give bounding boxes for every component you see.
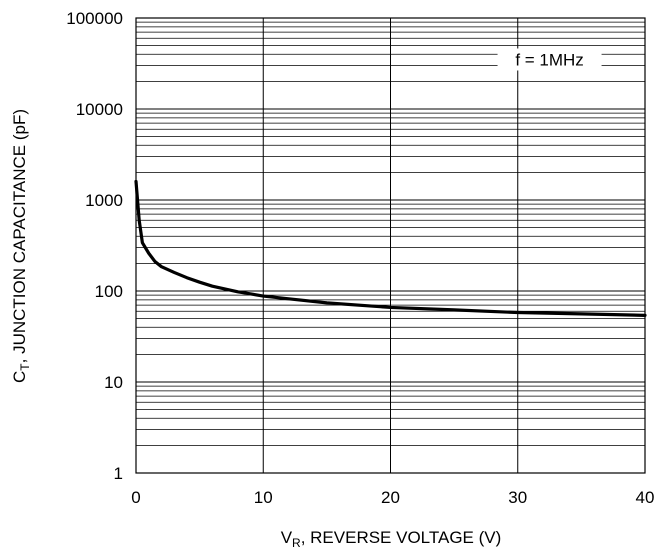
- y-tick-label: 10: [104, 373, 123, 392]
- annotation-group: f = 1MHz: [497, 48, 602, 71]
- x-axis-title-main: V: [281, 528, 293, 547]
- y-tick-label: 10000: [76, 100, 123, 119]
- x-tick-label: 10: [254, 488, 273, 507]
- x-axis-title-rest: , REVERSE VOLTAGE (V): [301, 528, 502, 547]
- x-tick-labels: 0 10 20 30 40: [131, 488, 654, 507]
- x-axis-title-subscript: R: [292, 536, 301, 550]
- capacitance-curve: [134, 179, 647, 317]
- y-axis-title-subscript: T: [18, 363, 32, 371]
- y-axis-title-main: C: [10, 371, 29, 383]
- y-tick-label: 100: [95, 282, 123, 301]
- y-tick-label: 1000: [85, 191, 123, 210]
- y-tick-label: 1: [114, 464, 123, 483]
- x-tick-label: 0: [131, 488, 140, 507]
- y-axis-title-rest: , JUNCTION CAPACITANCE (pF): [10, 109, 29, 363]
- grid-lines: [136, 18, 645, 473]
- x-tick-label: 30: [508, 488, 527, 507]
- x-axis-title: VR, REVERSE VOLTAGE (V): [281, 528, 502, 550]
- y-axis-title: CT, JUNCTION CAPACITANCE (pF): [10, 109, 32, 383]
- annotation-background: [497, 48, 602, 71]
- frequency-annotation: f = 1MHz: [515, 50, 584, 69]
- plot-area-frame: [135, 17, 646, 474]
- x-tick-label: 20: [381, 488, 400, 507]
- y-tick-labels: 1 10 100 1000 10000 100000: [66, 9, 123, 483]
- x-tick-label: 40: [636, 488, 655, 507]
- y-tick-label: 100000: [66, 9, 123, 28]
